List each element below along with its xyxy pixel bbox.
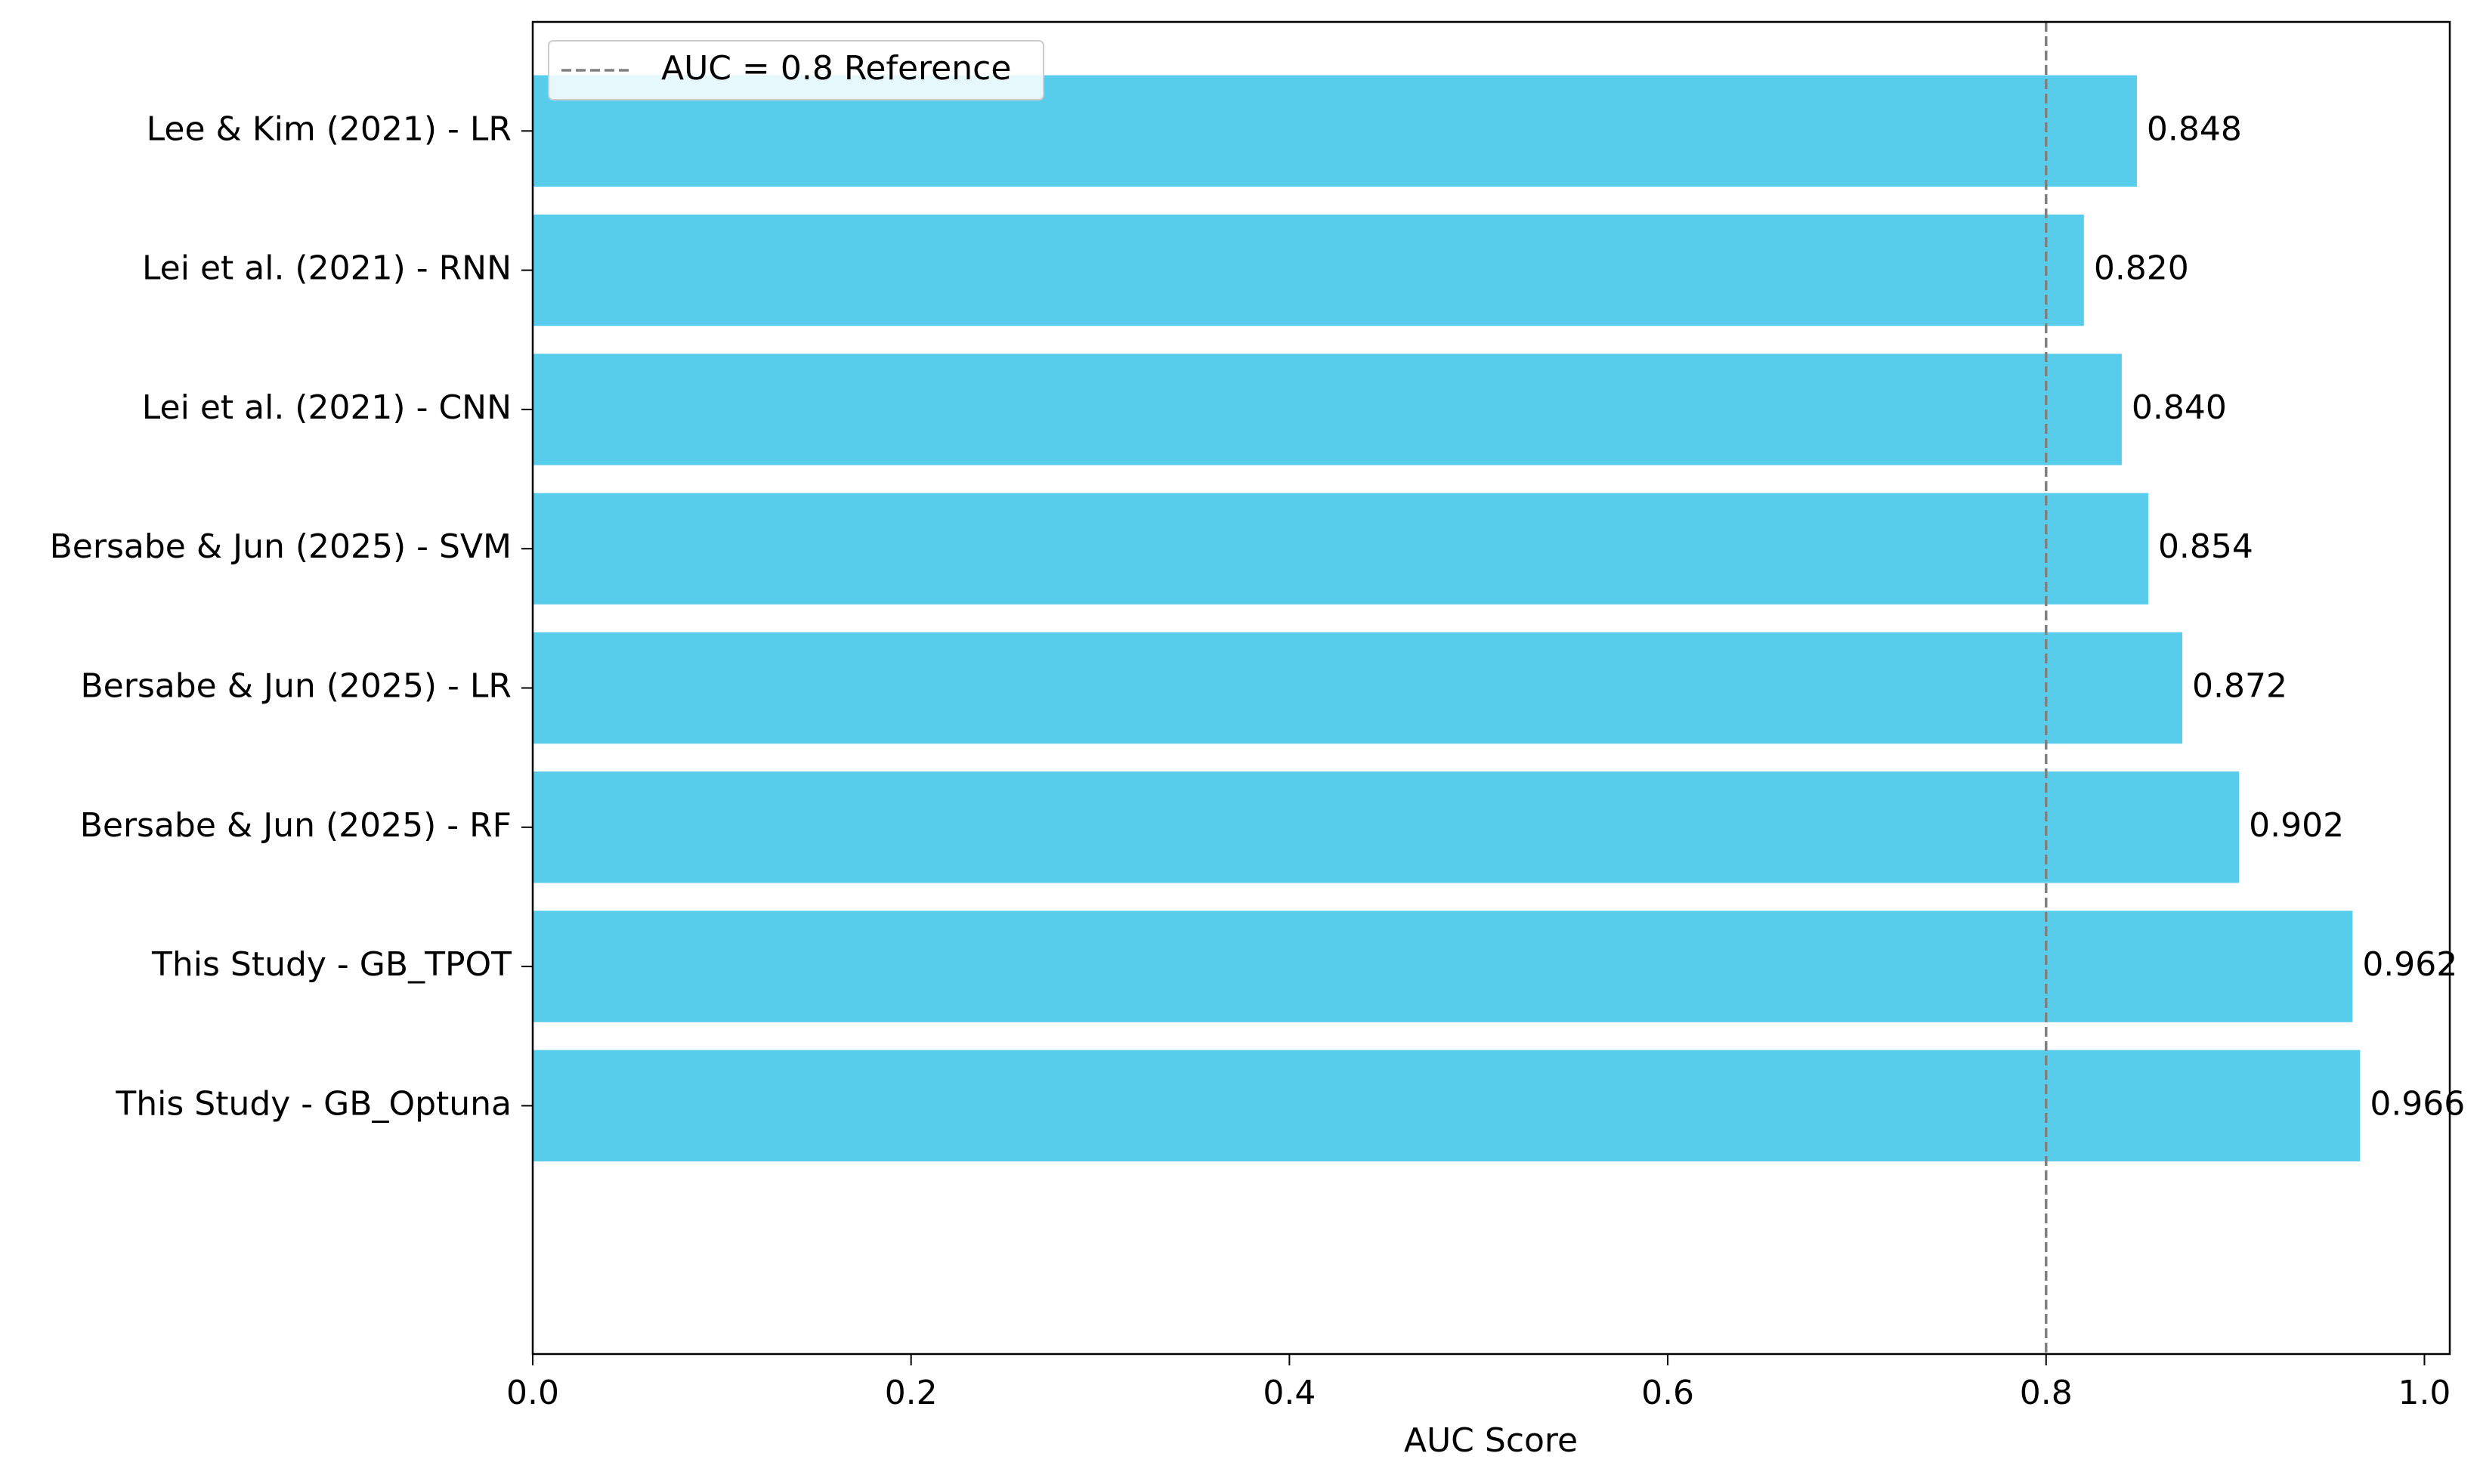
legend-box: [548, 40, 1044, 100]
y-tick-label: Bersabe & Jun (2025) - LR: [81, 667, 512, 706]
value-label: 0.848: [2147, 110, 2242, 148]
bar: [533, 771, 2240, 883]
bar: [533, 910, 2353, 1022]
y-tick-label: Lei et al. (2021) - RNN: [142, 249, 512, 288]
y-tick-label: This Study - GB_TPOT: [151, 945, 512, 984]
bar: [533, 1050, 2361, 1162]
legend-label: AUC = 0.8 Reference: [661, 49, 1011, 88]
y-tick-label: Bersabe & Jun (2025) - RF: [80, 806, 512, 845]
bar: [533, 354, 2122, 465]
x-tick-label: 0.6: [1641, 1374, 1694, 1412]
y-tick-label: Bersabe & Jun (2025) - SVM: [50, 527, 512, 566]
value-label: 0.854: [2158, 527, 2253, 566]
x-tick-label: 0.8: [2020, 1374, 2073, 1412]
x-axis-label: AUC Score: [1404, 1421, 1578, 1460]
value-label: 0.966: [2370, 1084, 2465, 1123]
bar: [533, 493, 2148, 604]
x-tick-label: 0.4: [1263, 1374, 1316, 1412]
value-label: 0.872: [2192, 667, 2287, 706]
value-label: 0.962: [2362, 945, 2457, 984]
value-label: 0.820: [2094, 249, 2189, 288]
bar: [533, 214, 2084, 326]
value-label: 0.840: [2132, 388, 2227, 427]
x-tick-label: 0.2: [885, 1374, 938, 1412]
x-tick-label: 0.0: [506, 1374, 559, 1412]
x-tick-label: 1.0: [2398, 1374, 2451, 1412]
axes-frame: [531, 20, 2451, 1356]
value-label: 0.902: [2249, 806, 2344, 845]
y-tick-label: Lee & Kim (2021) - LR: [147, 110, 512, 148]
y-tick-label: This Study - GB_Optuna: [115, 1084, 512, 1123]
bar: [533, 632, 2183, 744]
y-tick-label: Lei et al. (2021) - CNN: [142, 388, 512, 427]
